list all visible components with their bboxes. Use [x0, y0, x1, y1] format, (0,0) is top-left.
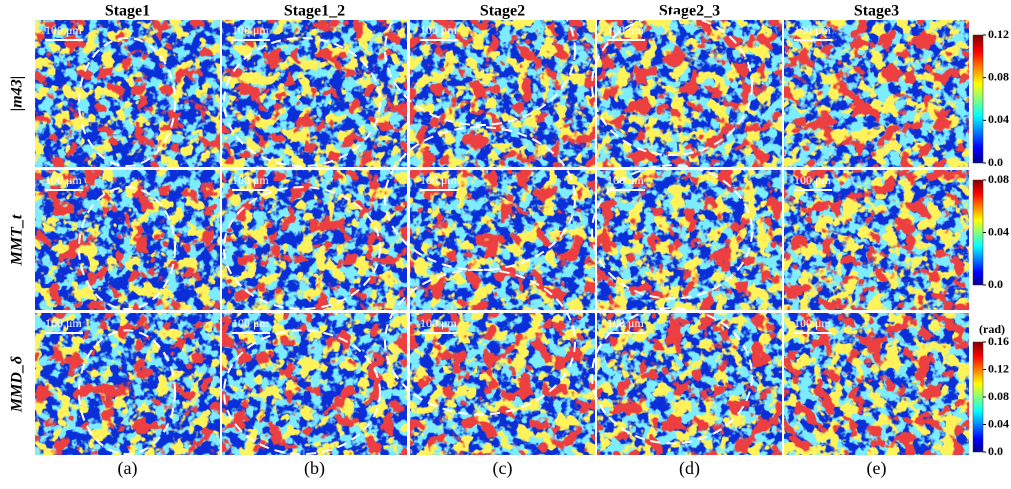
- image-panel: 100 μm: [222, 170, 407, 310]
- panel-label: (c): [493, 458, 513, 479]
- colorbar-tick-label: 0.04: [988, 224, 1009, 238]
- figure: Stage1 (a) 100 μm 100 μm 100 μm Stage1_2 (b) 10…: [0, 0, 1011, 489]
- panel-label: (b): [304, 458, 325, 479]
- image-panel: 100 μm: [35, 313, 220, 455]
- colorbar-tick-label: 0.16: [988, 334, 1009, 348]
- panel-label: (a): [118, 458, 138, 479]
- scale-bar-label: 100 μm: [45, 173, 82, 187]
- image-panel: 100 μm: [592, 15, 782, 167]
- texture-red: [222, 313, 407, 455]
- colorbar-tick-label: 0.04: [988, 112, 1009, 126]
- scale-bar-label: 100 μm: [232, 173, 269, 187]
- image-panel: 100 μm: [35, 20, 220, 167]
- colorbar-tick-label: 0.12: [988, 361, 1009, 375]
- row-label: MMT_t: [9, 214, 26, 266]
- colorbar-tick-label: 0.0: [988, 444, 1003, 458]
- image-panel: 100 μm: [592, 308, 782, 455]
- scale-bar-label: 100 μm: [794, 316, 831, 330]
- column-header: Stage1: [105, 3, 150, 20]
- texture-red: [35, 20, 220, 167]
- column-header: Stage2: [480, 3, 525, 20]
- texture-red: [410, 20, 595, 167]
- texture-red: [35, 313, 220, 455]
- scale-bar-label: 100 μm: [420, 316, 457, 330]
- image-panel: 100 μm: [35, 170, 220, 310]
- texture-red: [597, 313, 782, 455]
- scale-bar-label: 100 μm: [45, 316, 82, 330]
- colorbar-tick-label: 0.04: [988, 416, 1009, 430]
- scale-bar-label: 100 μm: [232, 316, 269, 330]
- image-panel: 100 μm: [222, 313, 407, 455]
- image-panel: 100 μm: [592, 165, 782, 310]
- scale-bar-label: 100 μm: [232, 23, 269, 37]
- scale-bar-label: 100 μm: [420, 173, 457, 187]
- panel-label: (d): [679, 458, 700, 479]
- image-panel: 100 μm: [385, 0, 595, 167]
- panel-label: (e): [867, 458, 887, 479]
- column-header: Stage1_2: [284, 3, 345, 20]
- scale-bar-label: 100 μm: [607, 23, 644, 37]
- image-panel: 100 μm: [784, 313, 969, 455]
- texture-red: [597, 20, 782, 167]
- colorbar-tick-label: 0.12: [988, 27, 1009, 41]
- colorbar: [973, 180, 983, 285]
- image-panel: 100 μm: [222, 20, 407, 167]
- row-label: |m43|: [9, 76, 26, 112]
- colorbar-tick-label: 0.08: [988, 172, 1009, 186]
- texture-red: [784, 313, 969, 455]
- scale-bar-label: 100 μm: [607, 173, 644, 187]
- colorbar: [973, 35, 983, 163]
- scale-bar-label: 100 μm: [794, 23, 831, 37]
- column-header: Stage3: [854, 3, 899, 20]
- colorbar: [973, 342, 983, 452]
- colorbar-tick-label: 0.08: [988, 69, 1009, 83]
- scale-bar-label: 100 μm: [794, 173, 831, 187]
- colorbar-tick-label: 0.0: [988, 277, 1003, 291]
- texture-red: [410, 313, 595, 455]
- scale-bar-label: 100 μm: [420, 23, 457, 37]
- scale-bar-label: 100 μm: [607, 316, 644, 330]
- image-panel: 100 μm: [784, 20, 969, 167]
- texture-red: [784, 20, 969, 167]
- colorbar-tick-label: 0.0: [988, 155, 1003, 169]
- colorbar-tick-label: 0.08: [988, 389, 1009, 403]
- row-label: MMD_δ: [9, 356, 26, 413]
- image-panel: 100 μm: [784, 170, 969, 310]
- scale-bar-label: 100 μm: [45, 23, 82, 37]
